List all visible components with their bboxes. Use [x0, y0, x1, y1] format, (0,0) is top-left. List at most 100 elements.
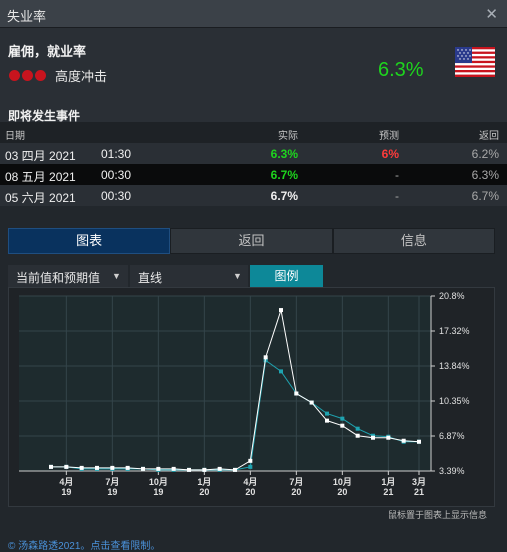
tab-bar: 图表 返回 信息	[8, 228, 495, 254]
row-actual: 6.7%	[270, 189, 298, 203]
data-point	[340, 423, 345, 428]
table-row[interactable]: 05 六月 2021 00:30 6.7% - 6.7%	[0, 185, 507, 206]
row-date: 08 五月 2021	[5, 170, 76, 184]
data-point	[248, 464, 253, 469]
events-title: 即将发生事件	[8, 109, 81, 123]
x-tick-label: 20	[199, 487, 209, 497]
data-point	[248, 458, 253, 463]
data-point	[217, 466, 222, 471]
legend-button[interactable]: 图例	[250, 265, 323, 287]
header-forecast: 预测	[379, 131, 399, 142]
y-tick-label: 10.35%	[439, 396, 470, 406]
tab-chart[interactable]: 图表	[8, 228, 171, 254]
row-time: 00:30	[101, 168, 132, 182]
data-point	[156, 466, 161, 471]
line-chart[interactable]: 20.8%17.32%13.84%10.35%6.87%3.39%4月197月1…	[9, 288, 496, 508]
data-point	[386, 435, 391, 440]
x-tick-label: 21	[414, 487, 424, 497]
series-select-label: 当前值和预期值	[16, 271, 101, 285]
header-actual: 实际	[278, 131, 298, 142]
copyright-link[interactable]: © 汤森路透2021。点击查看限制。	[8, 541, 161, 552]
window-titlebar: 失业率 ✕	[0, 0, 507, 28]
data-point	[355, 433, 360, 438]
indicator-panel: 雇佣，就业率 高度冲击 6.3%	[0, 28, 507, 100]
x-tick-label: 3月	[412, 477, 426, 487]
data-point	[355, 426, 360, 431]
chart-type-label: 直线	[138, 271, 163, 285]
x-tick-label: 1月	[381, 477, 395, 487]
current-value: 6.3%	[378, 59, 424, 81]
header-date: 日期	[5, 131, 25, 142]
data-point	[64, 464, 69, 469]
data-point	[110, 465, 115, 470]
x-tick-label: 21	[383, 487, 393, 497]
y-tick-label: 6.87%	[439, 431, 465, 441]
data-point	[263, 355, 268, 360]
chart-controls: 当前值和预期值 ▼ 直线 ▼ 图例	[8, 265, 495, 287]
row-actual: 6.3%	[270, 147, 298, 161]
data-point	[325, 411, 329, 416]
data-point	[401, 438, 406, 443]
us-flag-icon	[455, 47, 495, 77]
row-date: 03 四月 2021	[5, 149, 76, 163]
data-point	[141, 466, 145, 471]
x-tick-label: 7月	[289, 477, 303, 487]
impact-dots	[9, 68, 48, 81]
impact-label: 高度冲击	[55, 69, 108, 84]
chart-type-select[interactable]: 直线 ▼	[130, 265, 248, 287]
impact-dot-icon	[22, 70, 33, 81]
x-tick-label: 1月	[197, 477, 211, 487]
data-point	[187, 467, 191, 472]
data-point	[340, 416, 345, 421]
row-previous: 6.2%	[471, 147, 499, 161]
row-previous: 6.3%	[471, 168, 499, 182]
chevron-down-icon: ▼	[233, 271, 242, 281]
impact-dot-icon	[35, 70, 46, 81]
data-point	[233, 467, 237, 472]
data-point	[95, 465, 99, 470]
tab-previous[interactable]: 返回	[170, 228, 333, 254]
data-point	[309, 400, 314, 405]
chevron-down-icon: ▼	[112, 271, 121, 281]
data-point	[202, 467, 207, 472]
data-point	[279, 369, 283, 374]
x-tick-label: 19	[153, 487, 163, 497]
row-time: 00:30	[101, 189, 132, 203]
x-tick-label: 19	[61, 487, 71, 497]
y-tick-label: 3.39%	[439, 466, 465, 476]
close-icon[interactable]: ✕	[485, 6, 498, 23]
header-previous: 返回	[479, 131, 499, 142]
data-point	[417, 439, 421, 444]
data-point	[125, 465, 130, 470]
series-select[interactable]: 当前值和预期值 ▼	[8, 265, 128, 287]
chart-area[interactable]: 20.8% 17.32% 13.84% 10.35% 6.87% 3.39% 4月 19 7月 1…	[8, 287, 495, 507]
table-row[interactable]: 03 四月 2021 01:30 6.3% 6% 6.2%	[0, 143, 507, 164]
row-time: 01:30	[101, 147, 132, 161]
data-point	[371, 435, 375, 440]
data-point	[79, 465, 84, 470]
row-forecast: -	[395, 189, 399, 203]
y-tick-label: 20.8%	[439, 291, 465, 301]
data-point	[294, 391, 299, 396]
row-forecast: 6%	[381, 147, 399, 161]
x-tick-label: 10月	[333, 477, 352, 487]
x-tick-label: 19	[107, 487, 117, 497]
events-table-header: 日期 实际 预测 返回	[0, 122, 507, 143]
x-tick-label: 10月	[149, 477, 168, 487]
tab-info[interactable]: 信息	[332, 228, 495, 254]
chart-hint: 鼠标置于图表上显示信息	[387, 510, 487, 520]
y-tick-label: 13.84%	[439, 361, 470, 371]
x-tick-label: 4月	[59, 477, 73, 487]
impact-dot-icon	[9, 70, 20, 81]
table-row[interactable]: 08 五月 2021 00:30 6.7% - 6.3%	[0, 164, 507, 185]
row-previous: 6.7%	[471, 189, 499, 203]
x-tick-label: 4月	[243, 477, 257, 487]
y-tick-label: 17.32%	[439, 326, 470, 336]
x-tick-label: 7月	[105, 477, 119, 487]
indicator-name: 雇佣，就业率	[8, 44, 87, 59]
x-tick-label: 20	[245, 487, 255, 497]
row-date: 05 六月 2021	[5, 191, 76, 205]
window-title: 失业率	[7, 9, 47, 24]
plot-background	[19, 296, 431, 471]
row-actual: 6.7%	[270, 168, 298, 182]
